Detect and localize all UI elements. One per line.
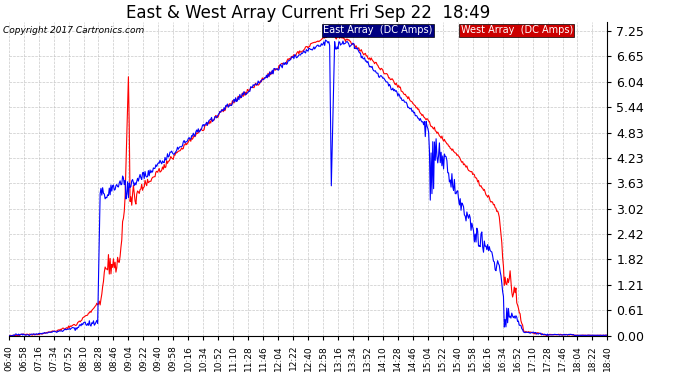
Title: East & West Array Current Fri Sep 22  18:49: East & West Array Current Fri Sep 22 18:… — [126, 4, 490, 22]
Text: East Array  (DC Amps): East Array (DC Amps) — [323, 26, 433, 36]
Text: Copyright 2017 Cartronics.com: Copyright 2017 Cartronics.com — [3, 26, 145, 35]
Text: West Array  (DC Amps): West Array (DC Amps) — [461, 26, 573, 36]
